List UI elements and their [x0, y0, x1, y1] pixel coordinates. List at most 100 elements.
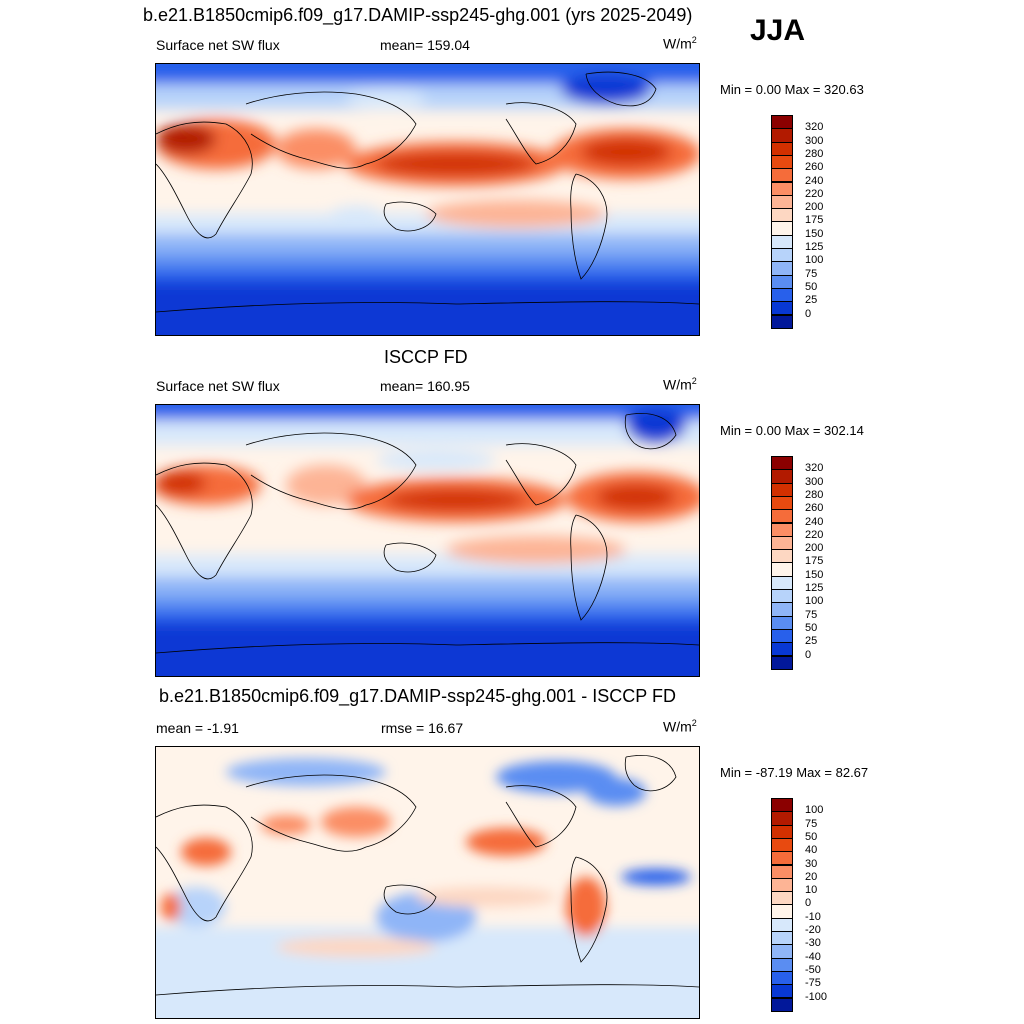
colorbar-swatch: [771, 642, 793, 657]
colorbar-swatch: [771, 234, 793, 249]
colorbar-label: 50: [805, 830, 818, 843]
colorbar-swatch: [771, 115, 793, 130]
colorbar-label: 240: [805, 174, 824, 187]
colorbar-label: 320: [805, 121, 824, 134]
panel-2-mean-label: mean= 160.95: [380, 378, 470, 394]
panel-2-units: W/m2: [663, 376, 697, 393]
colorbar-swatch: [771, 456, 793, 471]
panel-3-minmax: Min = -87.19 Max = 82.67: [720, 765, 869, 780]
colorbar-label: 220: [805, 187, 824, 200]
colorbar-swatch: [771, 549, 793, 564]
colorbar-swatch: [771, 495, 793, 511]
colorbar-swatch: [771, 615, 793, 630]
panel-2-title: ISCCP FD: [384, 347, 468, 367]
colorbar-label: -100: [805, 990, 828, 1003]
colorbar-swatch: [771, 628, 793, 644]
colorbar-swatch: [771, 314, 793, 329]
colorbar-label: -20: [805, 924, 821, 936]
colorbar-swatch: [771, 287, 793, 303]
colorbar-swatch: [771, 575, 793, 590]
colorbar-swatch: [771, 469, 793, 484]
colorbar-label: 240: [805, 515, 824, 528]
panel-2-map: [155, 404, 700, 677]
colorbar-label: -50: [805, 963, 821, 976]
colorbar-swatch: [771, 482, 793, 497]
colorbar-label: 75: [805, 817, 818, 830]
colorbar-label: 280: [805, 488, 824, 501]
colorbar-swatch: [771, 221, 793, 236]
panel-1-map: [155, 63, 700, 336]
colorbar-swatch: [771, 248, 793, 263]
colorbar-label: 0: [805, 897, 812, 910]
colorbar-label: 300: [805, 134, 824, 147]
colorbar-swatch: [771, 141, 793, 156]
panel-3-rmse-label: rmse = 16.67: [381, 720, 464, 736]
colorbar-swatch: [771, 181, 793, 196]
colorbar-label: 200: [805, 542, 824, 555]
colorbar-label: 175: [805, 555, 824, 568]
panel-2-minmax: Min = 0.00 Max = 302.14: [720, 423, 864, 438]
colorbar-label: -10: [805, 910, 821, 923]
colorbar-label: 30: [805, 857, 818, 870]
colorbar-swatch: [771, 562, 793, 577]
colorbar-swatch: [771, 798, 793, 813]
colorbar-label: 125: [805, 582, 824, 594]
colorbar-label: 50: [805, 280, 818, 293]
colorbar-label: 300: [805, 475, 824, 488]
colorbar-swatch: [771, 522, 793, 537]
colorbar-label: 200: [805, 201, 824, 214]
panel-3-units: W/m2: [663, 718, 697, 735]
colorbar-label: 40: [805, 844, 818, 857]
colorbar-swatch: [771, 261, 793, 276]
colorbar-swatch: [771, 811, 793, 826]
colorbar-swatch: [771, 864, 793, 879]
colorbar-label: 100: [805, 254, 824, 267]
colorbar-label: 0: [805, 648, 812, 661]
colorbar-swatch: [771, 509, 793, 524]
colorbar-label: 75: [805, 608, 818, 621]
colorbar-swatch: [771, 824, 793, 839]
colorbar-label: 100: [805, 595, 824, 608]
colorbar-label: 150: [805, 227, 824, 240]
colorbar-swatch: [771, 931, 793, 946]
panel-3-map: [155, 746, 700, 1019]
colorbar-label: 25: [805, 635, 818, 648]
colorbar-label: 75: [805, 267, 818, 280]
colorbar-label: -40: [805, 950, 821, 963]
colorbar-swatch: [771, 128, 793, 143]
colorbar-swatch: [771, 891, 793, 906]
panel-1-title: b.e21.B1850cmip6.f09_g17.DAMIP-ssp245-gh…: [143, 5, 693, 25]
colorbar-label: 260: [805, 502, 824, 515]
colorbar-swatch: [771, 984, 793, 999]
colorbar-label: 50: [805, 621, 818, 634]
colorbar-swatch: [771, 589, 793, 604]
season-label: JJA: [750, 14, 806, 47]
colorbar-label: 220: [805, 528, 824, 541]
panel-1-mean-label: mean= 159.04: [380, 37, 470, 53]
colorbar-swatch: [771, 655, 793, 670]
colorbar-swatch: [771, 168, 793, 183]
colorbar-swatch: [771, 194, 793, 210]
colorbar-swatch: [771, 154, 793, 170]
colorbar-label: 150: [805, 568, 824, 581]
colorbar-label: 320: [805, 462, 824, 475]
colorbar-swatch: [771, 851, 793, 866]
colorbar-label: 280: [805, 147, 824, 160]
colorbar-swatch: [771, 877, 793, 893]
colorbar-label: 10: [805, 884, 818, 897]
colorbar-label: 125: [805, 241, 824, 253]
colorbar-swatch: [771, 535, 793, 551]
colorbar-label: -30: [805, 937, 821, 950]
colorbar-swatch: [771, 904, 793, 919]
panel-1-minmax: Min = 0.00 Max = 320.63: [720, 82, 864, 97]
colorbar-label: 260: [805, 161, 824, 174]
panel-2-variable-label: Surface net SW flux: [156, 378, 280, 394]
colorbar-label: 100: [805, 804, 824, 817]
colorbar-label: -75: [805, 977, 821, 990]
colorbar-swatch: [771, 997, 793, 1012]
colorbar-swatch: [771, 208, 793, 223]
colorbar-swatch: [771, 837, 793, 853]
colorbar-swatch: [771, 957, 793, 972]
colorbar-label: 25: [805, 294, 818, 307]
panel-1-variable-label: Surface net SW flux: [156, 37, 280, 53]
